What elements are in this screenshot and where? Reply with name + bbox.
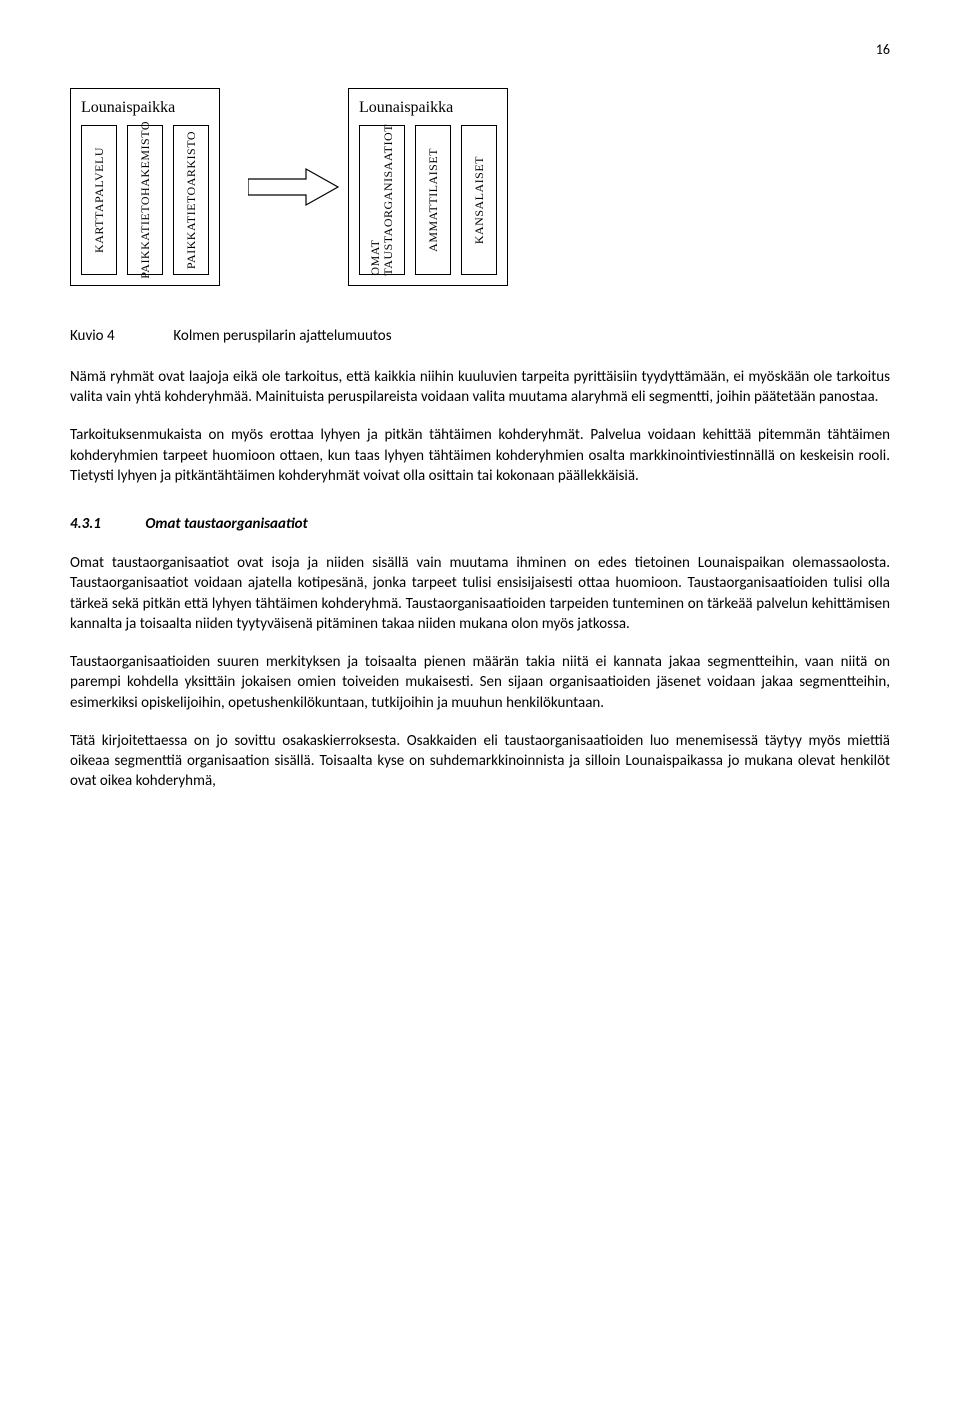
figure-caption-text: Kolmen peruspilarin ajattelumuutos [173,327,391,345]
figure-caption: Kuvio 4 Kolmen peruspilarin ajattelumuut… [70,326,890,347]
diagram: Lounaispaikka KARTTAPALVELU PAIKKATIETOH… [70,88,890,286]
diagram-right-title: Lounaispaikka [359,97,497,119]
section-number: 4.3.1 [70,514,142,535]
diagram-left-box-3: PAIKKATIETOARKISTO [173,125,209,275]
diagram-right-box-1: OMAT TAUSTAORGANISAATIOT [359,125,405,275]
figure-label: Kuvio 4 [70,326,170,347]
diagram-left-text-2: PAIKKATIETOHAKEMISTO [137,121,154,279]
paragraph-1: Nämä ryhmät ovat laajoja eikä ole tarkoi… [70,367,890,408]
diagram-left-text-1: KARTTAPALVELU [91,147,108,253]
diagram-right-text-3: KANSALAISET [471,156,488,244]
diagram-right-box-2: AMMATTILAISET [415,125,451,275]
paragraph-3: Omat taustaorganisaatiot ovat isoja ja n… [70,553,890,634]
arrow-icon [248,167,340,207]
diagram-right-text-2: AMMATTILAISET [425,148,442,252]
diagram-arrow [248,167,340,207]
page-number: 16 [70,40,890,60]
diagram-right-box-3: KANSALAISET [461,125,497,275]
diagram-left-box-1: KARTTAPALVELU [81,125,117,275]
section-title: Omat taustaorganisaatiot [145,515,307,533]
paragraph-4: Taustaorganisaatioiden suuren merkitykse… [70,652,890,713]
diagram-right-group: Lounaispaikka OMAT TAUSTAORGANISAATIOT A… [348,88,508,286]
paragraph-5: Tätä kirjoitettaessa on jo sovittu osaka… [70,731,890,792]
diagram-right-text-1: OMAT TAUSTAORGANISAATIOT [369,124,395,276]
section-heading: 4.3.1 Omat taustaorganisaatiot [70,514,890,535]
diagram-left-row: KARTTAPALVELU PAIKKATIETOHAKEMISTO PAIKK… [81,125,209,275]
diagram-left-box-2: PAIKKATIETOHAKEMISTO [127,125,163,275]
diagram-left-title: Lounaispaikka [81,97,209,119]
paragraph-2: Tarkoituksenmukaista on myös erottaa lyh… [70,425,890,486]
diagram-right-row: OMAT TAUSTAORGANISAATIOT AMMATTILAISET K… [359,125,497,275]
diagram-left-text-3: PAIKKATIETOARKISTO [183,131,200,269]
diagram-left-group: Lounaispaikka KARTTAPALVELU PAIKKATIETOH… [70,88,220,286]
